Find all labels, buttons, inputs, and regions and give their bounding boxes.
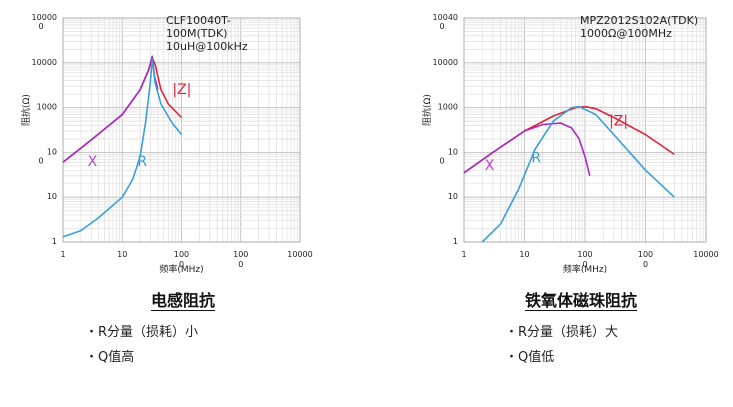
impedance-charts: 1 10 1000100010000100000100001000100101频率(… [20, 13, 719, 275]
y-tick-label: 10000 [433, 58, 458, 67]
x-tick-label: 10000 [287, 250, 312, 259]
x-tick-label: 100 [233, 250, 248, 259]
y-tick-label: 0 [439, 22, 444, 31]
y-tick-label: 1000 [438, 103, 458, 112]
x-tick-label: 10000 [693, 250, 718, 259]
x-axis-label: 频率(MHz) [563, 263, 607, 275]
x-tick-label: 0 [582, 260, 587, 269]
y-tick-label: 1 [52, 237, 57, 246]
inductor-bullet-2: ・Q值高 [85, 350, 135, 365]
part-annotation: CLF10040T- [166, 14, 231, 27]
chart-1: 1 10 1000100010000100000100001000100101频率(… [20, 13, 313, 275]
curve-label-z: |Z| [609, 113, 628, 129]
x-tick-label: 10 [117, 250, 127, 259]
x-tick-label: 0 [179, 260, 184, 269]
y-tick-label: 10040 [433, 13, 458, 22]
y-tick-label: 10 [448, 192, 458, 201]
y-tick-label: 10000 [32, 58, 57, 67]
x-axis-label: 频率(MHz) [159, 263, 203, 275]
inductor-impedance-title: 电感阻抗 [151, 291, 216, 310]
y-tick-label: 10 [47, 192, 57, 201]
curve-label-r: R [531, 150, 541, 166]
x-tick-label: 1 [461, 250, 466, 259]
ferrite-bullet-1: ・R分量（损耗）大 [505, 325, 619, 340]
x-tick-label: 10 [519, 250, 529, 259]
y-tick-label: 0 [38, 22, 43, 31]
grid [464, 18, 706, 242]
curve-label-x: X [88, 154, 98, 170]
part-annotation: 10uH@100kHz [166, 40, 248, 53]
part-annotation: MPZ2012S102A(TDK) [580, 14, 698, 27]
plot-frame [62, 17, 301, 243]
x-tick-label: 0 [238, 260, 243, 269]
x-tick-label: 100 [577, 250, 592, 259]
part-annotation: 100M(TDK) [166, 27, 227, 40]
grid [63, 18, 300, 242]
part-annotation: 1000Ω@100MHz [580, 27, 672, 40]
x-tick-label: 0 [643, 260, 648, 269]
curve-label-r: R [137, 154, 147, 170]
y-tick-label: 1000 [37, 103, 57, 112]
curve-label-z: |Z| [172, 82, 191, 98]
x-tick-label: 100 [638, 250, 653, 259]
y-tick-label: 0 [439, 156, 444, 165]
inductor-bullet-1: ・R分量（损耗）小 [85, 325, 199, 340]
series-line-x [463, 122, 591, 176]
y-tick-label: 0 [38, 156, 43, 165]
y-axis-label: 阻抗(Ω) [421, 94, 433, 126]
x-tick-label: 1 [60, 250, 65, 259]
y-axis-label: 阻抗(Ω) [20, 94, 32, 126]
ferrite-bead-impedance-title: 铁氧体磁珠阻抗 [525, 291, 638, 310]
ferrite-bullet-2: ・Q值低 [505, 350, 555, 365]
plot-frame [463, 17, 707, 243]
y-tick-label: 1 [453, 237, 458, 246]
curve-label-x: X [485, 158, 495, 174]
series-line-r [62, 58, 183, 238]
x-tick-label: 100 [174, 250, 189, 259]
series-line-r [481, 105, 675, 243]
y-tick-label: 10 [47, 147, 57, 156]
chart-2: 1 10 1000100010000100400100001000100101频率(… [421, 13, 719, 275]
y-tick-label: 10000 [32, 13, 57, 22]
y-tick-label: 10 [448, 147, 458, 156]
